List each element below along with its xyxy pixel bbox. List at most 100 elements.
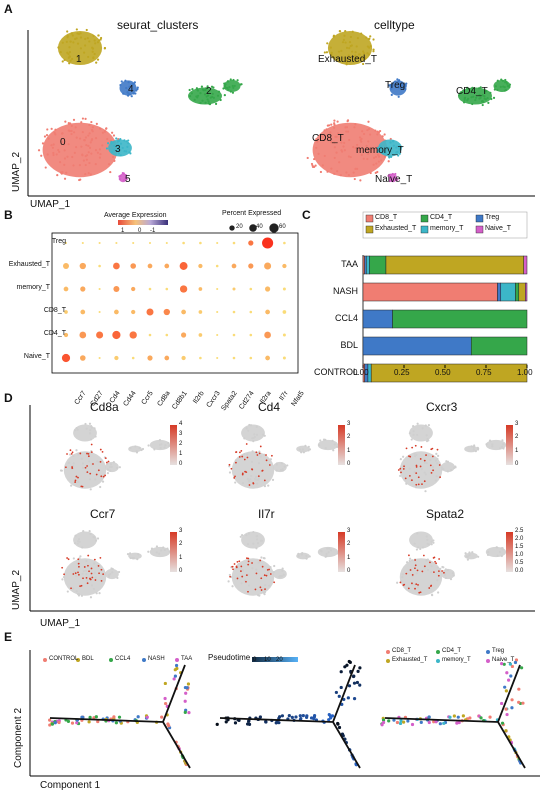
feat-cluster-cell bbox=[297, 553, 300, 556]
feat-expr-cell bbox=[425, 454, 427, 456]
dot-Exhausted_T-Spata2 bbox=[215, 264, 219, 268]
trajectory-cell bbox=[399, 719, 403, 723]
feat-cluster-cell bbox=[126, 553, 130, 556]
cluster-0-cell bbox=[70, 124, 73, 127]
trajectory-cell bbox=[164, 701, 168, 706]
feat-expr-cell bbox=[93, 558, 96, 561]
feat-cluster-cell bbox=[408, 467, 411, 470]
feat-expr-cell bbox=[251, 468, 253, 471]
cluster-2b-cell bbox=[226, 86, 229, 90]
cluster-2-cell bbox=[207, 102, 210, 105]
cluster-3-cell bbox=[123, 139, 126, 142]
feat-cluster-cell bbox=[432, 541, 435, 544]
cluster-0-cell bbox=[329, 131, 332, 134]
trajectory-cell bbox=[70, 721, 75, 725]
cluster-2-cell bbox=[485, 89, 488, 93]
feat-expr-cell bbox=[63, 573, 65, 576]
trajectory-cell bbox=[136, 715, 140, 719]
trajectory-cell bbox=[114, 721, 118, 725]
trajectory-cell bbox=[432, 720, 436, 724]
cluster-0-cell bbox=[46, 128, 49, 131]
dot-memory_T-Cxcr3 bbox=[198, 287, 203, 291]
panel-a-letter: A bbox=[4, 2, 13, 16]
pseudotime-colorbar bbox=[252, 657, 298, 662]
feat-expr-cell bbox=[405, 572, 408, 575]
feat-cluster-cell bbox=[450, 468, 453, 472]
feat-expr-cell bbox=[77, 571, 79, 574]
cluster-4-cell bbox=[126, 94, 130, 97]
dot-Naive_T-Cd27 bbox=[79, 355, 86, 361]
feat-cluster-cell bbox=[163, 548, 166, 552]
trajectory-cell bbox=[461, 714, 465, 718]
trajectory-plot-1 bbox=[48, 663, 191, 769]
feat-cluster-cell bbox=[324, 447, 327, 450]
feat-cluster-cell bbox=[77, 480, 80, 484]
cluster-0-cell bbox=[63, 163, 66, 166]
cluster-0-cell bbox=[359, 139, 362, 142]
cluster-4-cell bbox=[127, 81, 130, 84]
trajectory-cell bbox=[410, 722, 415, 727]
legend-swatch-memory_T bbox=[420, 225, 429, 234]
feat-expr-cell bbox=[419, 465, 422, 468]
trajectory-cell bbox=[502, 662, 506, 666]
feat-expr-cell bbox=[402, 584, 405, 587]
feat-cluster-cell bbox=[92, 587, 96, 591]
cluster-0-cell bbox=[51, 146, 55, 149]
feat-expr-cell bbox=[67, 558, 70, 561]
cluster-0-cell bbox=[361, 130, 364, 133]
cluster-3-cell bbox=[395, 146, 398, 149]
cluster-2-cell bbox=[219, 98, 222, 102]
cluster-3-cell bbox=[396, 150, 399, 154]
cluster-3-cell bbox=[117, 144, 120, 148]
barc-legend-label: Treg bbox=[485, 214, 500, 221]
cluster-1-cell bbox=[351, 30, 354, 33]
cluster-3-cell bbox=[110, 141, 113, 144]
feat-expr-cell bbox=[405, 447, 408, 450]
cluster-0-cell bbox=[43, 135, 47, 138]
feat-cluster-cell bbox=[424, 490, 427, 493]
feat-cluster-cell bbox=[239, 535, 242, 538]
feat-expr-cell bbox=[228, 463, 231, 466]
feat-expr-cell bbox=[259, 559, 262, 562]
feat-cluster-cell bbox=[269, 566, 272, 569]
feat-expr-cell bbox=[99, 448, 102, 451]
stacked-bar-chart bbox=[362, 211, 528, 383]
feat-cluster-cell bbox=[452, 574, 455, 577]
feature-colorbar-tick: 2.0 bbox=[515, 536, 524, 542]
feat-cluster-cell bbox=[491, 443, 494, 446]
feat-expr-cell bbox=[77, 573, 80, 576]
cluster-2b-cell bbox=[504, 78, 507, 82]
feat-expr-cell bbox=[71, 466, 73, 468]
cluster-0-cell bbox=[357, 147, 360, 150]
cluster-0-cell bbox=[333, 156, 336, 160]
cluster-0-cell bbox=[50, 144, 53, 147]
feat-cluster-cell bbox=[73, 542, 77, 545]
cluster-2-cell bbox=[191, 87, 194, 91]
dot-memory_T-Il2ra bbox=[249, 287, 253, 291]
cluster-0-cell bbox=[315, 146, 318, 149]
feat-cluster-cell bbox=[485, 443, 488, 446]
feat-expr-cell bbox=[75, 475, 78, 478]
feat-cluster-cell bbox=[160, 549, 163, 552]
cluster-2-cell bbox=[478, 94, 481, 97]
legend-dot-CD8_T bbox=[386, 650, 390, 654]
cluster-0-cell bbox=[340, 141, 343, 144]
cluster-1-cell bbox=[329, 46, 332, 49]
feature-colorbar-tick: 3 bbox=[179, 528, 183, 534]
cluster-0-cell bbox=[107, 162, 111, 166]
dot-CD8_T-Cd274 bbox=[232, 310, 236, 314]
feat-expr-cell bbox=[420, 446, 423, 448]
barc-category-label: BDL bbox=[340, 340, 358, 350]
feat-cluster-cell bbox=[93, 427, 96, 430]
feat-expr-cell bbox=[423, 565, 426, 568]
feat-cluster-cell bbox=[425, 461, 428, 465]
feat-cluster-cell bbox=[329, 549, 333, 552]
avg-tick-1: 1 bbox=[121, 228, 125, 234]
trajectory-cell bbox=[327, 713, 331, 717]
cluster-2b-cell bbox=[232, 78, 235, 82]
feat-cluster-cell bbox=[80, 457, 83, 460]
dot-CD8_T-Cd8b1 bbox=[163, 308, 170, 316]
cluster-4-cell bbox=[400, 84, 403, 87]
feat-expr-cell bbox=[263, 479, 266, 482]
cluster-1-cell bbox=[59, 51, 62, 54]
